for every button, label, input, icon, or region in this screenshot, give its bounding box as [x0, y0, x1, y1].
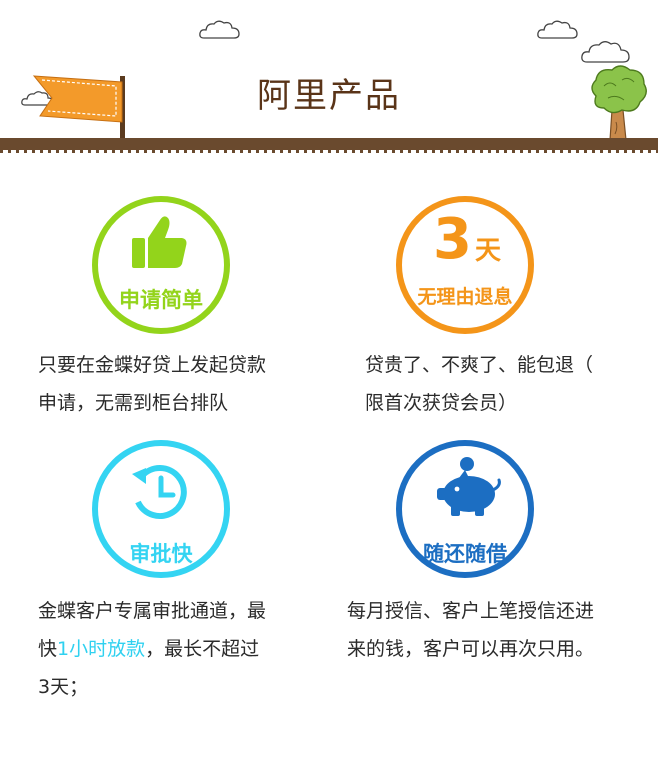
- feature-circle: [396, 196, 534, 334]
- piggy-bank-icon: [437, 457, 501, 516]
- tree-icon: [591, 65, 647, 141]
- thumbs-up-icon: [132, 216, 187, 268]
- header: 阿里产品: [0, 0, 658, 160]
- feature-simple-application: 申请简单 只要在金蝶好贷上发起贷款 申请，无需到柜台排队: [0, 190, 329, 430]
- cloud-icon: [581, 41, 630, 63]
- feature-description: 每月授信、客户上笔授信还进 来的钱，客户可以再次只用。: [347, 592, 657, 668]
- big-unit: 天: [475, 236, 502, 266]
- feature-refund-interest: 3 天 无理由退息 贷贵了、不爽了、能包退（ 限首次获贷会员）: [329, 190, 658, 430]
- cloud-icon: [537, 20, 578, 39]
- flag-icon: [32, 75, 125, 148]
- feature-fast-approval: 审批快 金蝶客户专属审批通道，最 快1小时放款，最长不超过 3天；: [0, 436, 329, 716]
- cloud-icon: [199, 20, 240, 39]
- description-line: 申请，无需到柜台排队: [38, 392, 229, 414]
- ground-divider-hatch: [0, 149, 658, 153]
- feature-label: 审批快: [129, 542, 193, 566]
- description-line: 只要在金蝶好贷上发起贷款: [38, 354, 267, 376]
- description-line: 快1小时放款，最长不超过: [38, 638, 260, 660]
- description-line: 金蝶客户专属审批通道，最: [38, 600, 267, 622]
- highlight-text: 1小时放款: [57, 638, 146, 660]
- feature-label: 无理由退息: [417, 286, 513, 308]
- feature-repay-borrow-anytime: 随还随借 每月授信、客户上笔授信还进 来的钱，客户可以再次只用。: [329, 436, 658, 716]
- clock-icon: [132, 465, 187, 520]
- feature-label: 申请简单: [119, 288, 203, 312]
- ground-divider: [0, 138, 658, 150]
- feature-description: 只要在金蝶好贷上发起贷款 申请，无需到柜台排队: [38, 346, 328, 422]
- description-line: 来的钱，客户可以再次只用。: [347, 638, 595, 660]
- feature-description: 金蝶客户专属审批通道，最 快1小时放款，最长不超过 3天；: [38, 592, 328, 706]
- feature-description: 贷贵了、不爽了、能包退（ 限首次获贷会员）: [365, 346, 655, 422]
- page-title: 阿里产品: [257, 76, 401, 116]
- description-line: 贷贵了、不爽了、能包退（: [365, 354, 594, 376]
- feature-label: 随还随借: [423, 542, 507, 566]
- feature-circle: [92, 440, 230, 578]
- description-line: 限首次获贷会员）: [365, 392, 518, 414]
- big-number: 3: [433, 207, 472, 272]
- description-line: 每月授信、客户上笔授信还进: [347, 600, 595, 622]
- description-line: 3天；: [38, 676, 89, 698]
- three-days-icon: 3 天: [429, 208, 519, 276]
